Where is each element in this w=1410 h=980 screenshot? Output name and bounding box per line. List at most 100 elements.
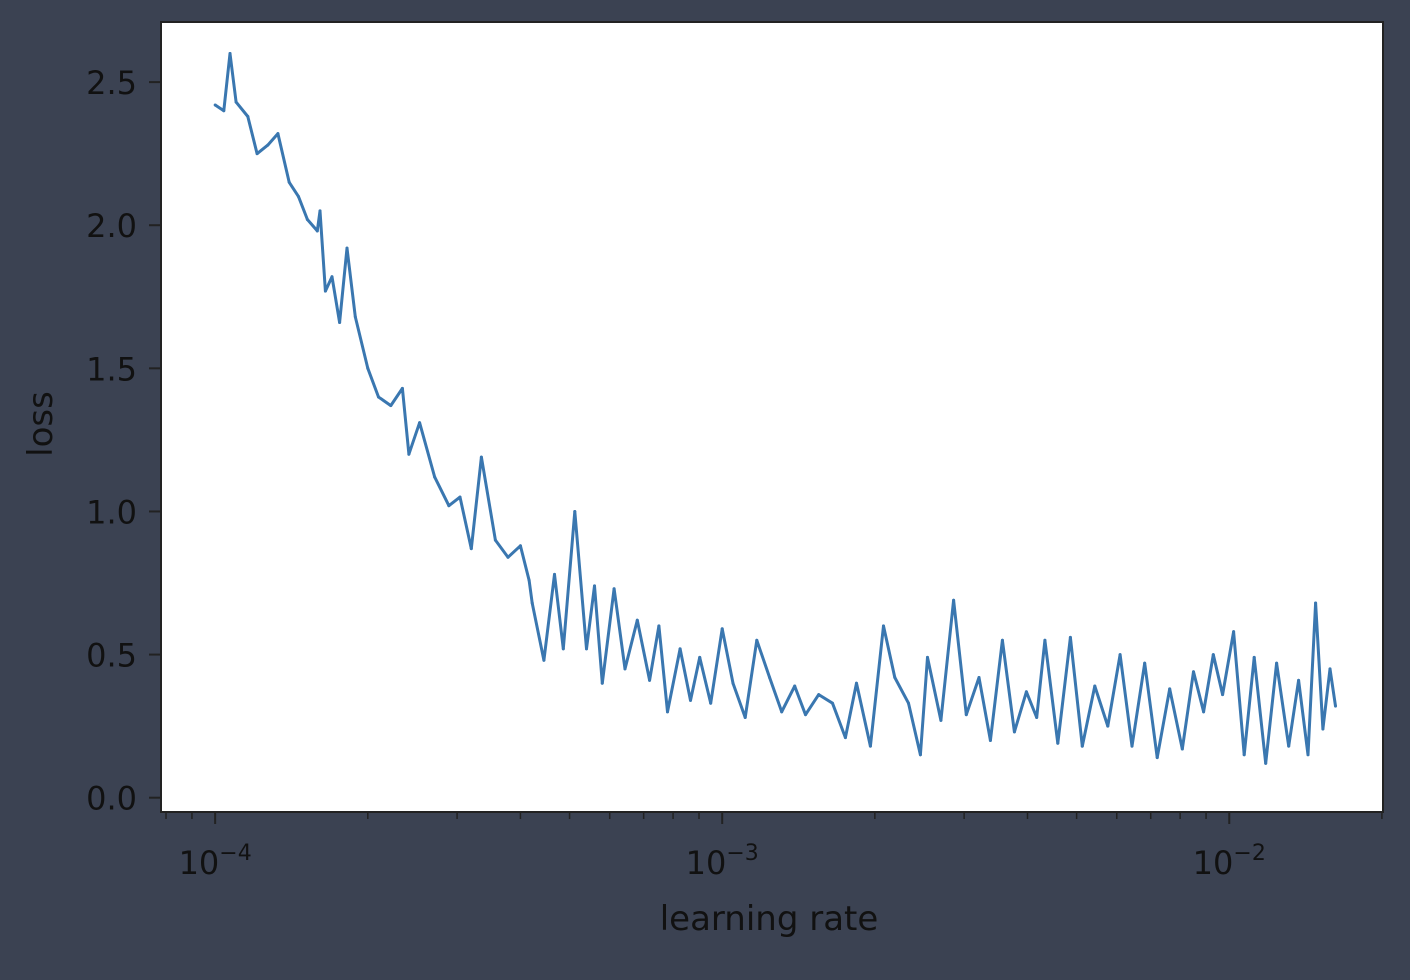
y-tick-label: 0.0: [86, 780, 137, 818]
data-point: [678, 647, 682, 651]
data-point: [287, 180, 291, 184]
x-tick-label: 10−2: [1193, 841, 1266, 882]
x-tick-label: 10−3: [686, 841, 759, 882]
data-point: [1130, 744, 1134, 748]
data-point: [1093, 684, 1097, 688]
data-point: [330, 275, 334, 279]
data-point: [709, 701, 713, 705]
data-point: [964, 713, 968, 717]
data-point: [1143, 661, 1147, 665]
data-point: [720, 627, 724, 631]
data-point: [1297, 678, 1301, 682]
y-tick-label: 2.0: [86, 207, 137, 245]
data-point: [1275, 661, 1279, 665]
data-point: [1191, 670, 1195, 674]
data-point: [527, 578, 531, 582]
data-point: [939, 718, 943, 722]
data-point: [1321, 727, 1325, 731]
data-point: [213, 103, 217, 107]
y-axis-label: loss: [21, 391, 61, 457]
data-point: [1168, 687, 1172, 691]
data-point: [977, 675, 981, 679]
data-point: [296, 195, 300, 199]
data-point: [542, 658, 546, 662]
loss-series-line: [214, 52, 1337, 765]
data-point: [518, 544, 522, 548]
y-tick-label: 1.0: [86, 493, 137, 531]
x-tick-label-base: 10: [179, 844, 220, 882]
data-point: [743, 716, 747, 720]
data-point: [1328, 667, 1332, 671]
data-point: [1118, 653, 1122, 657]
data-point: [447, 504, 451, 508]
data-point: [400, 386, 404, 390]
x-axis-label: learning rate: [660, 899, 879, 939]
data-point: [1242, 753, 1246, 757]
data-point: [493, 538, 497, 542]
x-tick-label-exponent: −3: [726, 841, 758, 866]
data-point: [353, 315, 357, 319]
data-point: [1306, 753, 1310, 757]
data-point: [698, 655, 702, 659]
data-point: [479, 455, 483, 459]
data-point: [228, 51, 232, 55]
data-point: [952, 598, 956, 602]
data-point: [988, 738, 992, 742]
data-point: [585, 647, 589, 651]
data-point: [323, 289, 327, 293]
data-point: [918, 753, 922, 757]
data-point: [1287, 744, 1291, 748]
data-point: [418, 421, 422, 425]
data-point: [389, 404, 393, 408]
data-point: [458, 495, 462, 499]
data-point: [266, 143, 270, 147]
data-point: [612, 587, 616, 591]
data-point: [1056, 741, 1060, 745]
data-point: [906, 701, 910, 705]
data-point: [600, 681, 604, 685]
data-point: [553, 572, 557, 576]
data-point: [573, 509, 577, 513]
data-point: [1202, 710, 1206, 714]
data-point: [1012, 730, 1016, 734]
data-point: [1211, 653, 1215, 657]
data-point: [433, 475, 437, 479]
y-tick-label: 2.5: [86, 64, 137, 102]
data-point: [731, 681, 735, 685]
data-point: [315, 229, 319, 233]
x-tick-label: 10−4: [179, 841, 252, 882]
y-tick-label: 0.5: [86, 637, 137, 675]
data-point: [1314, 601, 1318, 605]
data-point: [1043, 638, 1047, 642]
data-point: [1068, 635, 1072, 639]
x-tick-label-base: 10: [1193, 844, 1234, 882]
data-point: [305, 218, 309, 221]
data-point: [657, 624, 661, 628]
data-point: [854, 681, 858, 685]
x-tick-label-exponent: −2: [1233, 841, 1265, 866]
y-axis: 0.0 0.5 1.0 1.5 2.0 2.5: [86, 64, 161, 818]
data-point: [1252, 655, 1256, 659]
data-point: [780, 710, 784, 714]
data-point: [561, 647, 565, 651]
data-point: [755, 638, 759, 642]
data-point: [635, 618, 639, 622]
data-point: [817, 693, 821, 697]
data-point: [255, 152, 259, 156]
data-point: [377, 395, 381, 399]
data-point: [366, 366, 370, 370]
data-point: [881, 624, 885, 628]
data-point: [1106, 724, 1110, 728]
data-point: [893, 675, 897, 679]
data-point: [793, 684, 797, 688]
data-point: [1264, 761, 1268, 765]
data-point: [623, 667, 627, 671]
data-point: [276, 132, 280, 136]
data-point: [804, 713, 808, 717]
data-point: [1035, 716, 1039, 720]
data-point: [246, 114, 250, 118]
data-point: [1333, 704, 1337, 708]
data-point: [768, 675, 772, 679]
